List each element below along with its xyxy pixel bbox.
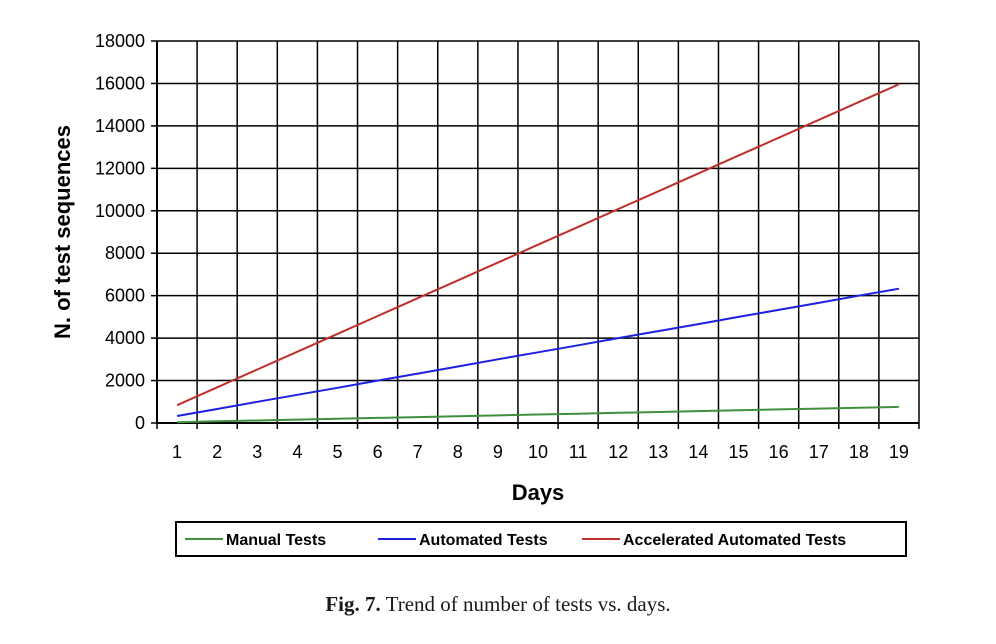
caption-label: Fig. 7. (325, 592, 381, 616)
x-tick-label: 3 (252, 442, 262, 462)
y-tick-label: 6000 (105, 286, 145, 306)
x-tick-label: 10 (528, 442, 548, 462)
y-tick-label: 16000 (95, 73, 145, 93)
y-tick-label: 10000 (95, 201, 145, 221)
legend-box (175, 521, 907, 557)
x-tick-label: 4 (292, 442, 302, 462)
x-tick-label: 7 (413, 442, 423, 462)
grid (157, 40, 920, 423)
legend-label-manual-tests: Manual Tests (226, 532, 326, 549)
tick-labels: 0 2000 4000 6000 8000 10000 12000 14000 16000 180… (95, 31, 909, 462)
y-tick-label: 2000 (105, 371, 145, 391)
x-tick-label: 5 (332, 442, 342, 462)
x-tick-label: 14 (688, 442, 708, 462)
legend: Manual Tests Automated Tests Accelerated A… (175, 521, 907, 557)
y-tick-label: 4000 (105, 328, 145, 348)
x-tick-label: 11 (569, 442, 588, 462)
y-tick-label: 18000 (95, 31, 145, 51)
caption-text: Trend of number of tests vs. days. (380, 592, 671, 616)
x-tick-label: 17 (809, 442, 829, 462)
y-axis-title: N. of test sequences (50, 125, 75, 339)
x-tick-label: 6 (373, 442, 383, 462)
line-chart: 0 2000 4000 6000 8000 10000 12000 14000 16000 180… (50, 31, 920, 557)
series-line-automated-tests (176, 287, 900, 417)
x-tick-label: 2 (212, 442, 222, 462)
y-tick-label: 14000 (95, 116, 145, 136)
x-axis-title: Days (512, 480, 565, 505)
legend-label-automated-tests: Automated Tests (419, 532, 548, 549)
x-tick-label: 9 (493, 442, 503, 462)
x-tick-label: 12 (608, 442, 628, 462)
series-line-manual-tests (177, 405, 899, 424)
x-tick-label: 19 (889, 442, 909, 462)
legend-label-accelerated-automated-tests: Accelerated Automated Tests (623, 532, 846, 549)
y-tick-label: 8000 (105, 243, 145, 263)
x-tick-label: 18 (849, 442, 869, 462)
series-line-accelerated-automated-tests (176, 83, 900, 407)
y-tick-label: 12000 (95, 158, 145, 178)
figure-caption: Fig. 7. Trend of number of tests vs. day… (0, 592, 996, 617)
x-tick-label: 8 (453, 442, 463, 462)
x-tick-label: 16 (769, 442, 789, 462)
x-tick-label: 15 (729, 442, 749, 462)
x-tick-label: 1 (172, 442, 182, 462)
y-tick-label: 0 (135, 413, 145, 433)
series-lines (176, 83, 900, 424)
axes (151, 40, 920, 429)
x-tick-label: 13 (648, 442, 668, 462)
